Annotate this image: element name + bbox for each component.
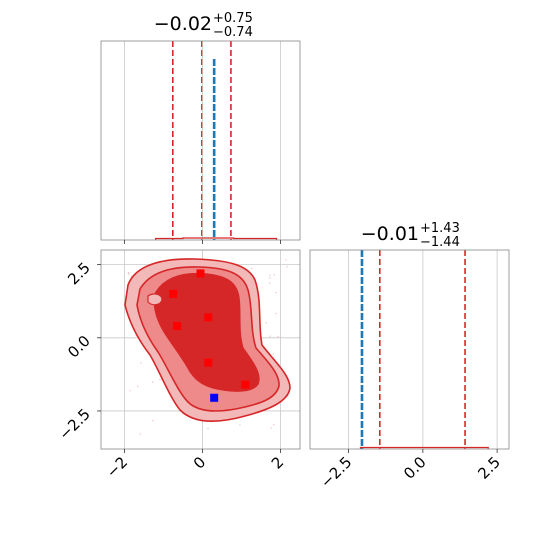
contour-sample-point (270, 427, 272, 429)
top-marginal-title-value: −0.02 (154, 13, 212, 35)
top-marginal-title-upper: +0.75 (213, 11, 253, 26)
contour-sample-point (239, 424, 241, 426)
right-marginal-frame (309, 249, 510, 450)
contour-sample-point (159, 378, 161, 381)
contour-sample-point (129, 390, 131, 392)
contour-level-inner (153, 272, 260, 392)
blue-marker (210, 393, 219, 402)
contour-sample-point (275, 312, 277, 315)
right-marginal-title-upper: +1.43 (420, 221, 460, 236)
contour-island (147, 293, 163, 306)
contour-sample-point (269, 335, 271, 337)
red-marker (196, 269, 205, 278)
contour-sample-point (265, 322, 268, 324)
contour-sample-point (207, 427, 209, 430)
contour-sample-point (128, 273, 130, 275)
top-marginal-panel: −0.02 +0.75 −0.74 (100, 11, 301, 244)
right-marginal-ticks (348, 449, 498, 453)
contour-levels (124, 258, 291, 423)
contour-sample-point (273, 424, 275, 426)
top-marginal-title: −0.02 (154, 13, 212, 35)
contour-sample-point (152, 419, 154, 422)
red-marker (204, 358, 213, 367)
contour-sample-point (251, 267, 253, 270)
contour-sample-point (273, 274, 275, 276)
contour-sample-point (127, 271, 130, 274)
red-marker (204, 313, 213, 322)
contour-frame (100, 249, 301, 450)
right-marginal-grid (348, 250, 498, 449)
contour-sample-point (285, 259, 287, 261)
right-histogram-step (359, 446, 489, 449)
contour-sample-point (275, 291, 277, 294)
top-marginal-histogram (155, 237, 278, 240)
contour-sample-point (269, 277, 271, 279)
contour-sample-point (140, 362, 142, 364)
right-marginal-histogram (359, 446, 489, 449)
top-marginal-grid (124, 41, 281, 240)
contour-sample-point (152, 381, 154, 383)
contour-markers (169, 269, 250, 402)
top-marginal-ticks (124, 240, 281, 244)
contour-sample-point (136, 385, 139, 388)
top-histogram-step (155, 237, 278, 240)
contour-sample-point (277, 335, 279, 338)
contour-sample-point (139, 433, 142, 435)
contour-sample-point (286, 266, 288, 268)
top-marginal-title-lower: −0.74 (213, 25, 253, 40)
red-marker (241, 380, 250, 389)
top-marginal-frame (100, 40, 301, 241)
red-marker (173, 322, 182, 331)
right-marginal-title-value: −0.01 (361, 223, 419, 245)
top-marginal-lines (171, 41, 232, 240)
contour-sample-point (269, 274, 271, 276)
contour-sample-point (272, 353, 275, 355)
contour-ticks (97, 264, 281, 453)
right-marginal-title: −0.01 (361, 223, 419, 245)
right-marginal-title-lower: −1.44 (420, 235, 460, 250)
right-marginal-lines (360, 250, 466, 449)
contour-sample-point (268, 282, 271, 284)
red-marker (169, 289, 178, 298)
